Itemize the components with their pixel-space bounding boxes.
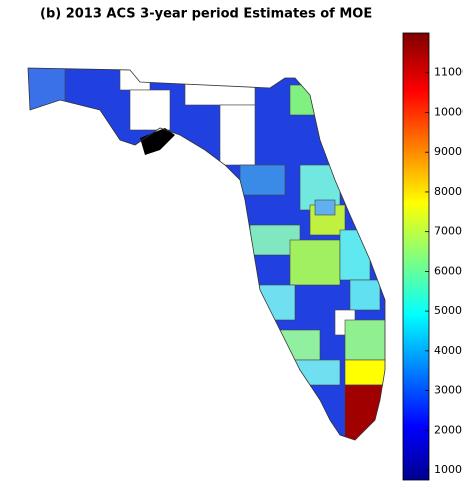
state-outline xyxy=(27,67,386,441)
colorbar-tick-label: 6000 xyxy=(434,264,462,277)
county-black xyxy=(140,128,175,155)
colorbar-tick-label: 4000 xyxy=(434,344,462,357)
colorbar-tick-label: 9000 xyxy=(434,145,462,158)
counties xyxy=(28,68,385,440)
colorbar-tick-label: 7000 xyxy=(434,225,462,238)
colorbar-tick-label: 2000 xyxy=(434,423,462,436)
colorbar-tick-label: 5000 xyxy=(434,304,462,317)
colorbar xyxy=(402,32,430,481)
colorbar-tick-label: 1000 xyxy=(434,463,462,476)
colorbar-tick-label: 11000 xyxy=(434,66,463,79)
title: (b) 2013 ACS 3-year period Estimates of … xyxy=(40,7,372,22)
colorbar-tick-label: 3000 xyxy=(434,384,462,397)
colorbar-tick-label: 8000 xyxy=(434,185,462,198)
colorbar-tick-label: 10000 xyxy=(434,105,463,118)
